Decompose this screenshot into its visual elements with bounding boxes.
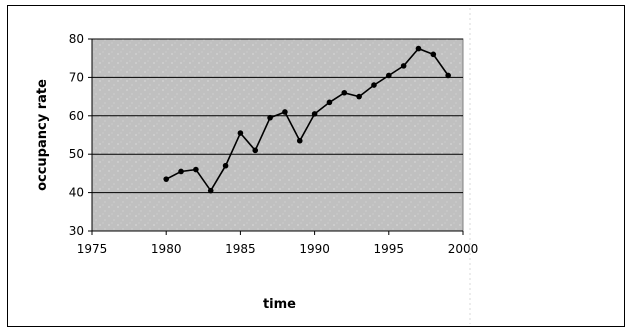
data-point — [341, 89, 348, 96]
data-point — [400, 63, 407, 69]
gridlines — [92, 38, 463, 194]
y-tick-label: 60 — [69, 109, 84, 123]
data-point — [371, 82, 377, 88]
y-tick-label: 50 — [69, 147, 84, 161]
data-point — [178, 168, 184, 175]
axes — [88, 38, 464, 235]
data-point — [207, 187, 214, 194]
x-tick-label: 1975 — [77, 242, 108, 256]
data-point — [356, 93, 362, 100]
data-point — [415, 45, 422, 52]
x-tick-label: 1980 — [151, 242, 182, 256]
chart-frame: 30 40 50 60 70 80 1975 1980 1985 1990 1995 2000 occ… — [7, 5, 625, 327]
data-point — [311, 111, 318, 117]
data-point — [445, 72, 451, 79]
y-tick-label: 40 — [69, 186, 84, 200]
data-point — [430, 51, 437, 58]
data-point — [237, 130, 244, 136]
series-line — [165, 47, 449, 193]
data-point — [296, 137, 303, 144]
x-tick-label: 2000 — [448, 242, 479, 256]
data-point — [326, 99, 333, 106]
y-tick-label: 70 — [69, 70, 84, 84]
data-point — [386, 72, 392, 79]
data-point — [267, 114, 273, 121]
series-layer — [163, 45, 451, 194]
tick-labels: 30 40 50 60 70 80 1975 1980 1985 1990 1995 2000 — [69, 32, 479, 256]
y-tick-label: 80 — [69, 32, 84, 46]
data-point — [193, 166, 199, 173]
x-tick-label: 1985 — [225, 242, 256, 256]
y-axis-title: occupancy rate — [35, 79, 50, 191]
data-point — [222, 162, 229, 169]
y-tick-label: 30 — [69, 224, 84, 238]
x-axis-title: time — [263, 297, 296, 312]
x-tick-label: 1990 — [299, 242, 330, 256]
x-tick-label: 1995 — [374, 242, 405, 256]
plot-area — [91, 38, 464, 232]
data-point — [282, 109, 288, 115]
line-chart: 30 40 50 60 70 80 1975 1980 1985 1990 1995 2000 occ… — [35, 8, 479, 324]
data-point — [252, 147, 259, 154]
data-point — [163, 176, 169, 182]
